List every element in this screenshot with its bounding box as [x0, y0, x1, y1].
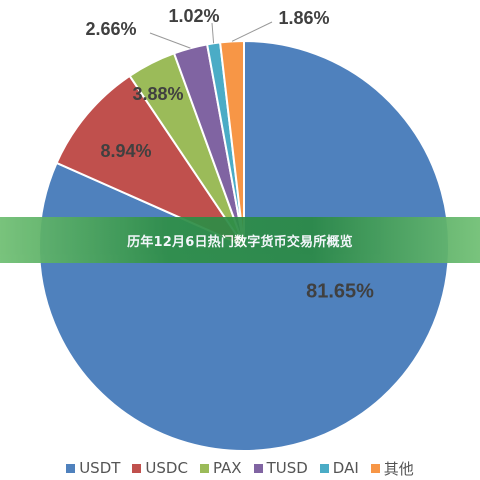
title-banner: 历年12月6日热门数字货币交易所概览 — [0, 217, 480, 263]
legend-item: PAX — [199, 459, 242, 477]
legend-label: TUSD — [266, 459, 308, 477]
data-label: 8.94% — [100, 141, 151, 161]
legend-swatch — [370, 463, 380, 473]
data-label: 81.65% — [306, 280, 374, 302]
pie-slice-1 — [38, 39, 450, 452]
data-label: 1.02% — [168, 6, 219, 26]
banner-title: 历年12月6日热门数字货币交易所概览 — [127, 234, 353, 250]
data-labels: 81.65% 8.94% 3.88% 2.66% 1.02% 1.86% — [85, 6, 374, 303]
legend-label: PAX — [212, 459, 242, 477]
leader-lines — [149, 21, 273, 49]
leader-line — [231, 21, 273, 42]
legend-item: USDC — [132, 459, 188, 477]
data-label: 2.66% — [85, 19, 136, 39]
legend-swatch — [132, 463, 142, 473]
legend-item: USDT — [66, 459, 120, 477]
data-label: 1.86% — [278, 8, 329, 28]
data-label: 3.88% — [132, 84, 183, 104]
pie-slice-6 — [218, 39, 245, 247]
legend-label: DAI — [332, 459, 359, 477]
legend-swatch — [199, 463, 209, 473]
pie-slices — [38, 39, 450, 452]
leader-line — [211, 22, 215, 44]
pie-slice-2 — [55, 74, 247, 249]
legend-swatch — [66, 463, 76, 473]
legend-label: USDC — [145, 459, 188, 477]
legend-swatch — [319, 463, 329, 473]
legend-label: USDT — [79, 459, 121, 477]
legend-swatch — [253, 463, 263, 473]
legend-item: 其他 — [370, 458, 414, 479]
legend-label: 其他 — [383, 459, 414, 478]
legend-item: DAI — [319, 459, 359, 477]
leader-line — [149, 32, 191, 49]
legend-item: TUSD — [253, 459, 308, 477]
chart-legend: USDT USDC PAX TUSD DAI 其他 — [0, 458, 480, 478]
